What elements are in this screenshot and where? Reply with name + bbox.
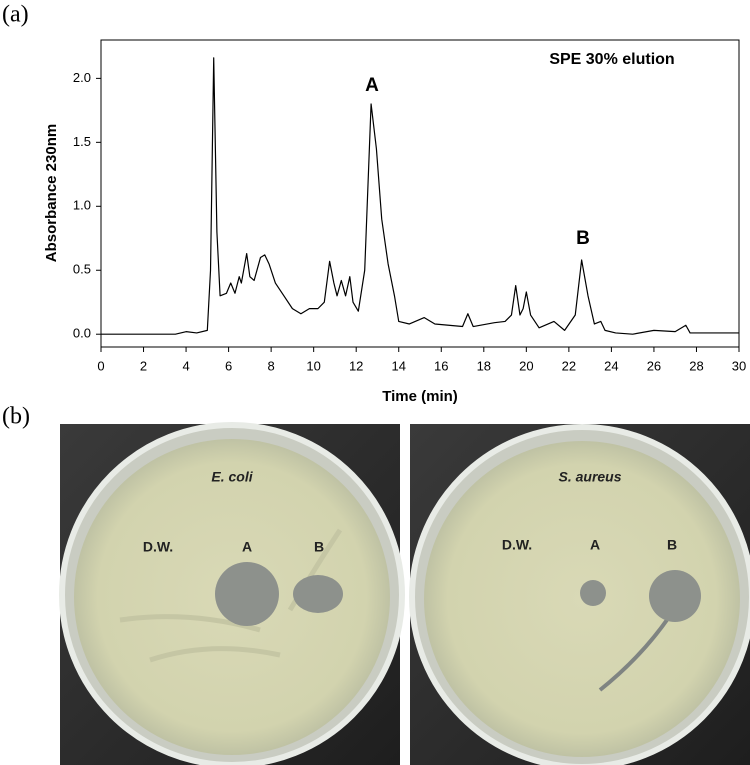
x-axis-title: Time (min) bbox=[382, 388, 458, 405]
plot-frame bbox=[100, 39, 740, 348]
x-tick-label: 20 bbox=[519, 358, 533, 373]
annotation: SPE 30% elution bbox=[549, 51, 674, 68]
peak-label: A bbox=[365, 75, 379, 96]
plate-label: A bbox=[590, 537, 600, 553]
x-tick-label: 16 bbox=[434, 358, 448, 373]
plate-title: S. aureus bbox=[558, 469, 621, 485]
plate-label: D.W. bbox=[143, 539, 173, 555]
y-tick-label: 1.5 bbox=[73, 134, 91, 149]
peak-label: B bbox=[576, 228, 590, 249]
x-tick-label: 8 bbox=[268, 358, 275, 373]
panel-label: (a) bbox=[2, 2, 29, 28]
y-axis-title: Absorbance 230nm bbox=[43, 124, 60, 262]
x-tick-label: 10 bbox=[306, 358, 320, 373]
x-tick-label: 26 bbox=[647, 358, 661, 373]
x-tick-label: 24 bbox=[604, 358, 618, 373]
plate-photo: E. coli D.W. A B bbox=[59, 422, 405, 765]
x-tick-label: 30 bbox=[732, 358, 746, 373]
y-tick-label: 0.5 bbox=[73, 262, 91, 277]
x-tick-label: 28 bbox=[689, 358, 703, 373]
plate-label: B bbox=[667, 537, 677, 553]
plate-title: E. coli bbox=[211, 469, 253, 485]
y-tick-label: 2.0 bbox=[73, 70, 91, 85]
plate-label: B bbox=[314, 539, 324, 555]
plate-label: D.W. bbox=[502, 537, 532, 553]
x-tick-label: 12 bbox=[349, 358, 363, 373]
x-tick-label: 0 bbox=[97, 358, 104, 373]
y-tick-label: 1.0 bbox=[73, 198, 91, 213]
x-tick-label: 18 bbox=[477, 358, 491, 373]
y-tick-label: 0.0 bbox=[73, 326, 91, 341]
chromatogram-line bbox=[101, 57, 739, 335]
x-tick-label: 2 bbox=[140, 358, 147, 373]
panel-label: (b) bbox=[2, 404, 30, 430]
x-tick-label: 4 bbox=[182, 358, 189, 373]
plate-label: A bbox=[242, 539, 252, 555]
x-tick-label: 14 bbox=[391, 358, 405, 373]
x-tick-label: 22 bbox=[562, 358, 576, 373]
x-tick-label: 6 bbox=[225, 358, 232, 373]
plate-photo: S. aureus D.W. A B bbox=[409, 424, 750, 765]
